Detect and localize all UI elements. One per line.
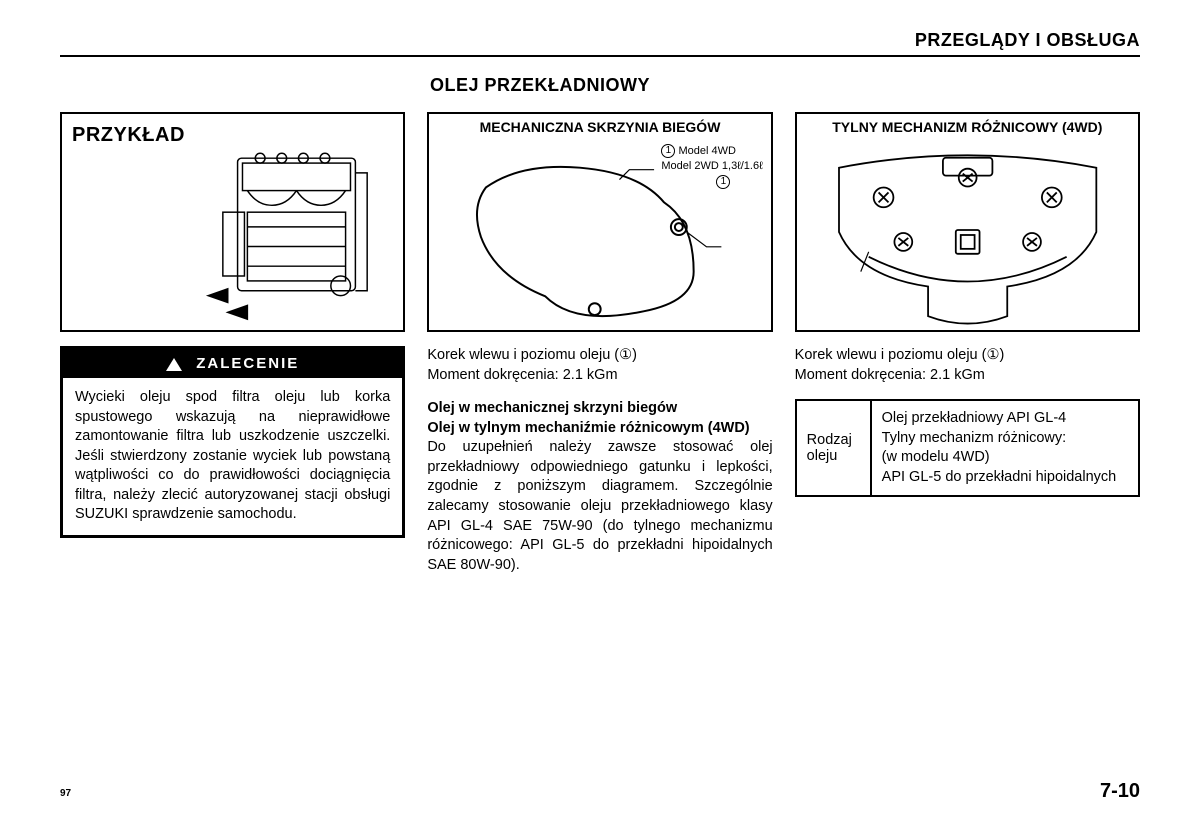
recommendation-label: ZALECENIE <box>196 355 299 372</box>
model-label-2: Model 2WD 1,3ℓ/1.6ℓ <box>661 160 762 172</box>
recommendation-header: ZALECENIE <box>60 346 405 378</box>
callout-1-icon: 1 <box>661 144 675 158</box>
column-layout: PRZYKŁAD <box>60 112 1140 575</box>
figure-label: PRZYKŁAD <box>72 124 185 147</box>
gearbox-text: Olej w mechanicznej skrzyni biegów Olej … <box>427 399 772 575</box>
figure-differential: TYLNY MECHANIZM RÓŻNICOWY (4WD) <box>795 112 1140 332</box>
oil-line-4: API GL-5 do przekładni hipoidalnych <box>882 468 1117 488</box>
body-text: Do uzupełnień należy zawsze stosować ole… <box>427 438 772 575</box>
caption-line-2: Moment dokręcenia: 2.1 kGm <box>795 366 1140 386</box>
heading-1: Olej w mechanicznej skrzyni biegów <box>427 399 772 419</box>
oil-type-label: Rodzaj oleju <box>807 432 860 464</box>
caption-line-1: Korek wlewu i poziomu oleju (①) <box>427 346 772 366</box>
section-title: OLEJ PRZEKŁADNIOWY <box>430 75 1140 96</box>
differential-caption: Korek wlewu i poziomu oleju (①) Moment d… <box>795 346 1140 385</box>
differential-diagram <box>797 138 1138 331</box>
heading-2: Olej w tylnym mechaniźmie różnicowym (4W… <box>427 419 772 439</box>
caption-line-1: Korek wlewu i poziomu oleju (①) <box>795 346 1140 366</box>
figure-gearbox: MECHANICZNA SKRZYNIA BIEGÓW 1 Model 4WD … <box>427 112 772 332</box>
figure-differential-title: TYLNY MECHANIZM RÓŻNICOWY (4WD) <box>797 114 1138 138</box>
recommendation-body: Wycieki oleju spod filtra oleju lub kork… <box>60 378 405 538</box>
callout-2-icon: 1 <box>716 175 730 189</box>
page-number-right: 7-10 <box>1100 780 1140 803</box>
column-2: MECHANICZNA SKRZYNIA BIEGÓW 1 Model 4WD … <box>427 112 772 575</box>
column-3: TYLNY MECHANIZM RÓŻNICOWY (4WD) <box>795 112 1140 575</box>
model-label-1: Model 4WD <box>678 145 735 157</box>
page-number-left: 97 <box>60 788 71 799</box>
header-title: PRZEGLĄDY I OBSŁUGA <box>915 30 1140 50</box>
oil-line-3: (w modelu 4WD) <box>882 448 1117 468</box>
gearbox-caption: Korek wlewu i poziomu oleju (①) Moment d… <box>427 346 772 385</box>
figure-gearbox-title: MECHANICZNA SKRZYNIA BIEGÓW <box>429 114 770 138</box>
oil-line-2: Tylny mechanizm różnicowy: <box>882 429 1117 449</box>
oil-line-1: Olej przekładniowy API GL-4 <box>882 409 1117 429</box>
figure-example: PRZYKŁAD <box>60 112 405 332</box>
oil-table-content: Olej przekładniowy API GL-4 Tylny mechan… <box>872 401 1127 495</box>
page-header: PRZEGLĄDY I OBSŁUGA <box>60 30 1140 57</box>
column-1: PRZYKŁAD <box>60 112 405 575</box>
oil-table-label: Rodzaj oleju <box>797 401 872 495</box>
oil-table: Rodzaj oleju Olej przekładniowy API GL-4… <box>795 399 1140 497</box>
caption-line-2: Moment dokręcenia: 2.1 kGm <box>427 366 772 386</box>
model-labels: 1 Model 4WD Model 2WD 1,3ℓ/1.6ℓ 1 <box>661 144 762 190</box>
